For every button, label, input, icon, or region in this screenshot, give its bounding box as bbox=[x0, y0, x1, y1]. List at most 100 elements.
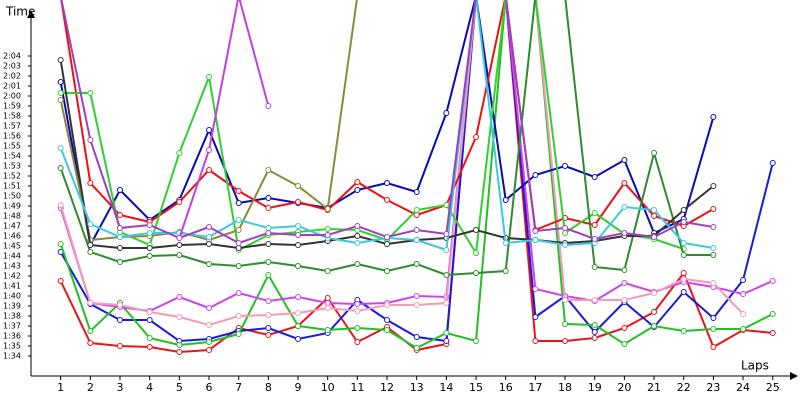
x-tick-label: 22 bbox=[677, 381, 691, 394]
point bbox=[769, 311, 776, 317]
point bbox=[710, 114, 717, 120]
point bbox=[680, 252, 687, 258]
x-tick-label: 6 bbox=[206, 381, 213, 394]
point bbox=[117, 302, 124, 308]
point bbox=[176, 199, 183, 205]
point bbox=[354, 325, 361, 331]
x-tick-label: 8 bbox=[265, 381, 272, 394]
x-tick-label: 20 bbox=[617, 381, 631, 394]
point bbox=[57, 79, 64, 85]
x-tick-label: 17 bbox=[528, 381, 542, 394]
x-tick-label: 15 bbox=[469, 381, 483, 394]
point bbox=[354, 187, 361, 193]
point bbox=[562, 338, 569, 344]
point bbox=[324, 305, 331, 311]
point bbox=[354, 240, 361, 246]
point bbox=[413, 189, 420, 195]
point bbox=[324, 295, 331, 301]
point bbox=[591, 329, 598, 335]
series-line bbox=[59, 0, 715, 248]
x-tick-label: 24 bbox=[736, 381, 750, 394]
point bbox=[146, 335, 153, 341]
point bbox=[443, 272, 450, 278]
x-tick-label: 10 bbox=[321, 381, 335, 394]
point bbox=[146, 309, 153, 315]
point bbox=[384, 327, 391, 333]
point bbox=[295, 310, 302, 316]
point bbox=[354, 261, 361, 267]
point bbox=[206, 147, 213, 153]
y-tick-label: 1:53 bbox=[3, 162, 21, 171]
y-tick-label: 2:00 bbox=[3, 92, 21, 101]
point bbox=[473, 250, 480, 256]
point bbox=[176, 150, 183, 156]
point bbox=[710, 315, 717, 321]
y-tick-label: 1:36 bbox=[3, 332, 21, 341]
point bbox=[413, 293, 420, 299]
point bbox=[295, 263, 302, 269]
point bbox=[502, 240, 509, 246]
x-tick-label: 11 bbox=[350, 381, 364, 394]
point bbox=[769, 330, 776, 336]
point bbox=[532, 172, 539, 178]
point bbox=[57, 241, 64, 247]
plot-area bbox=[57, 0, 776, 355]
y-tick-label: 1:39 bbox=[3, 302, 21, 311]
y-axis-title: Time bbox=[5, 5, 35, 19]
point bbox=[176, 349, 183, 355]
point bbox=[413, 345, 420, 351]
point bbox=[473, 270, 480, 276]
point bbox=[87, 90, 94, 96]
point bbox=[502, 197, 509, 203]
point bbox=[443, 300, 450, 306]
point bbox=[621, 280, 628, 286]
y-tick-label: 1:41 bbox=[3, 282, 21, 291]
point bbox=[591, 236, 598, 242]
point bbox=[265, 103, 272, 109]
point bbox=[443, 110, 450, 116]
point bbox=[295, 232, 302, 238]
point bbox=[117, 317, 124, 323]
point bbox=[591, 210, 598, 216]
point bbox=[532, 228, 539, 234]
x-tick-label: 12 bbox=[380, 381, 394, 394]
point bbox=[265, 332, 272, 338]
point bbox=[680, 328, 687, 334]
series-line bbox=[60, 0, 714, 232]
y-tick-label: 2:04 bbox=[3, 52, 21, 61]
point bbox=[206, 74, 213, 80]
point bbox=[265, 259, 272, 265]
series-line bbox=[178, 0, 270, 239]
point bbox=[206, 261, 213, 267]
point bbox=[265, 195, 272, 201]
point bbox=[87, 221, 94, 227]
y-tick-label: 1:56 bbox=[3, 132, 21, 141]
point bbox=[176, 342, 183, 348]
point bbox=[295, 223, 302, 229]
point bbox=[57, 97, 64, 103]
point bbox=[235, 331, 242, 337]
point bbox=[384, 268, 391, 274]
x-tick-label: 4 bbox=[146, 381, 153, 394]
point bbox=[295, 199, 302, 205]
x-tick-label: 5 bbox=[176, 381, 183, 394]
y-tick-label: 1:50 bbox=[3, 192, 21, 201]
series-line bbox=[60, 0, 685, 256]
point bbox=[146, 230, 153, 236]
y-tick-label: 1:57 bbox=[3, 122, 21, 131]
point bbox=[176, 314, 183, 320]
point bbox=[591, 222, 598, 228]
point bbox=[443, 231, 450, 237]
point bbox=[117, 245, 124, 251]
point bbox=[87, 249, 94, 255]
point bbox=[117, 234, 124, 240]
series-line bbox=[59, 0, 773, 354]
point bbox=[176, 294, 183, 300]
point bbox=[621, 297, 628, 303]
point bbox=[443, 338, 450, 344]
point bbox=[769, 160, 776, 166]
point bbox=[206, 322, 213, 328]
point bbox=[295, 183, 302, 189]
point bbox=[176, 235, 183, 241]
point bbox=[265, 241, 272, 247]
